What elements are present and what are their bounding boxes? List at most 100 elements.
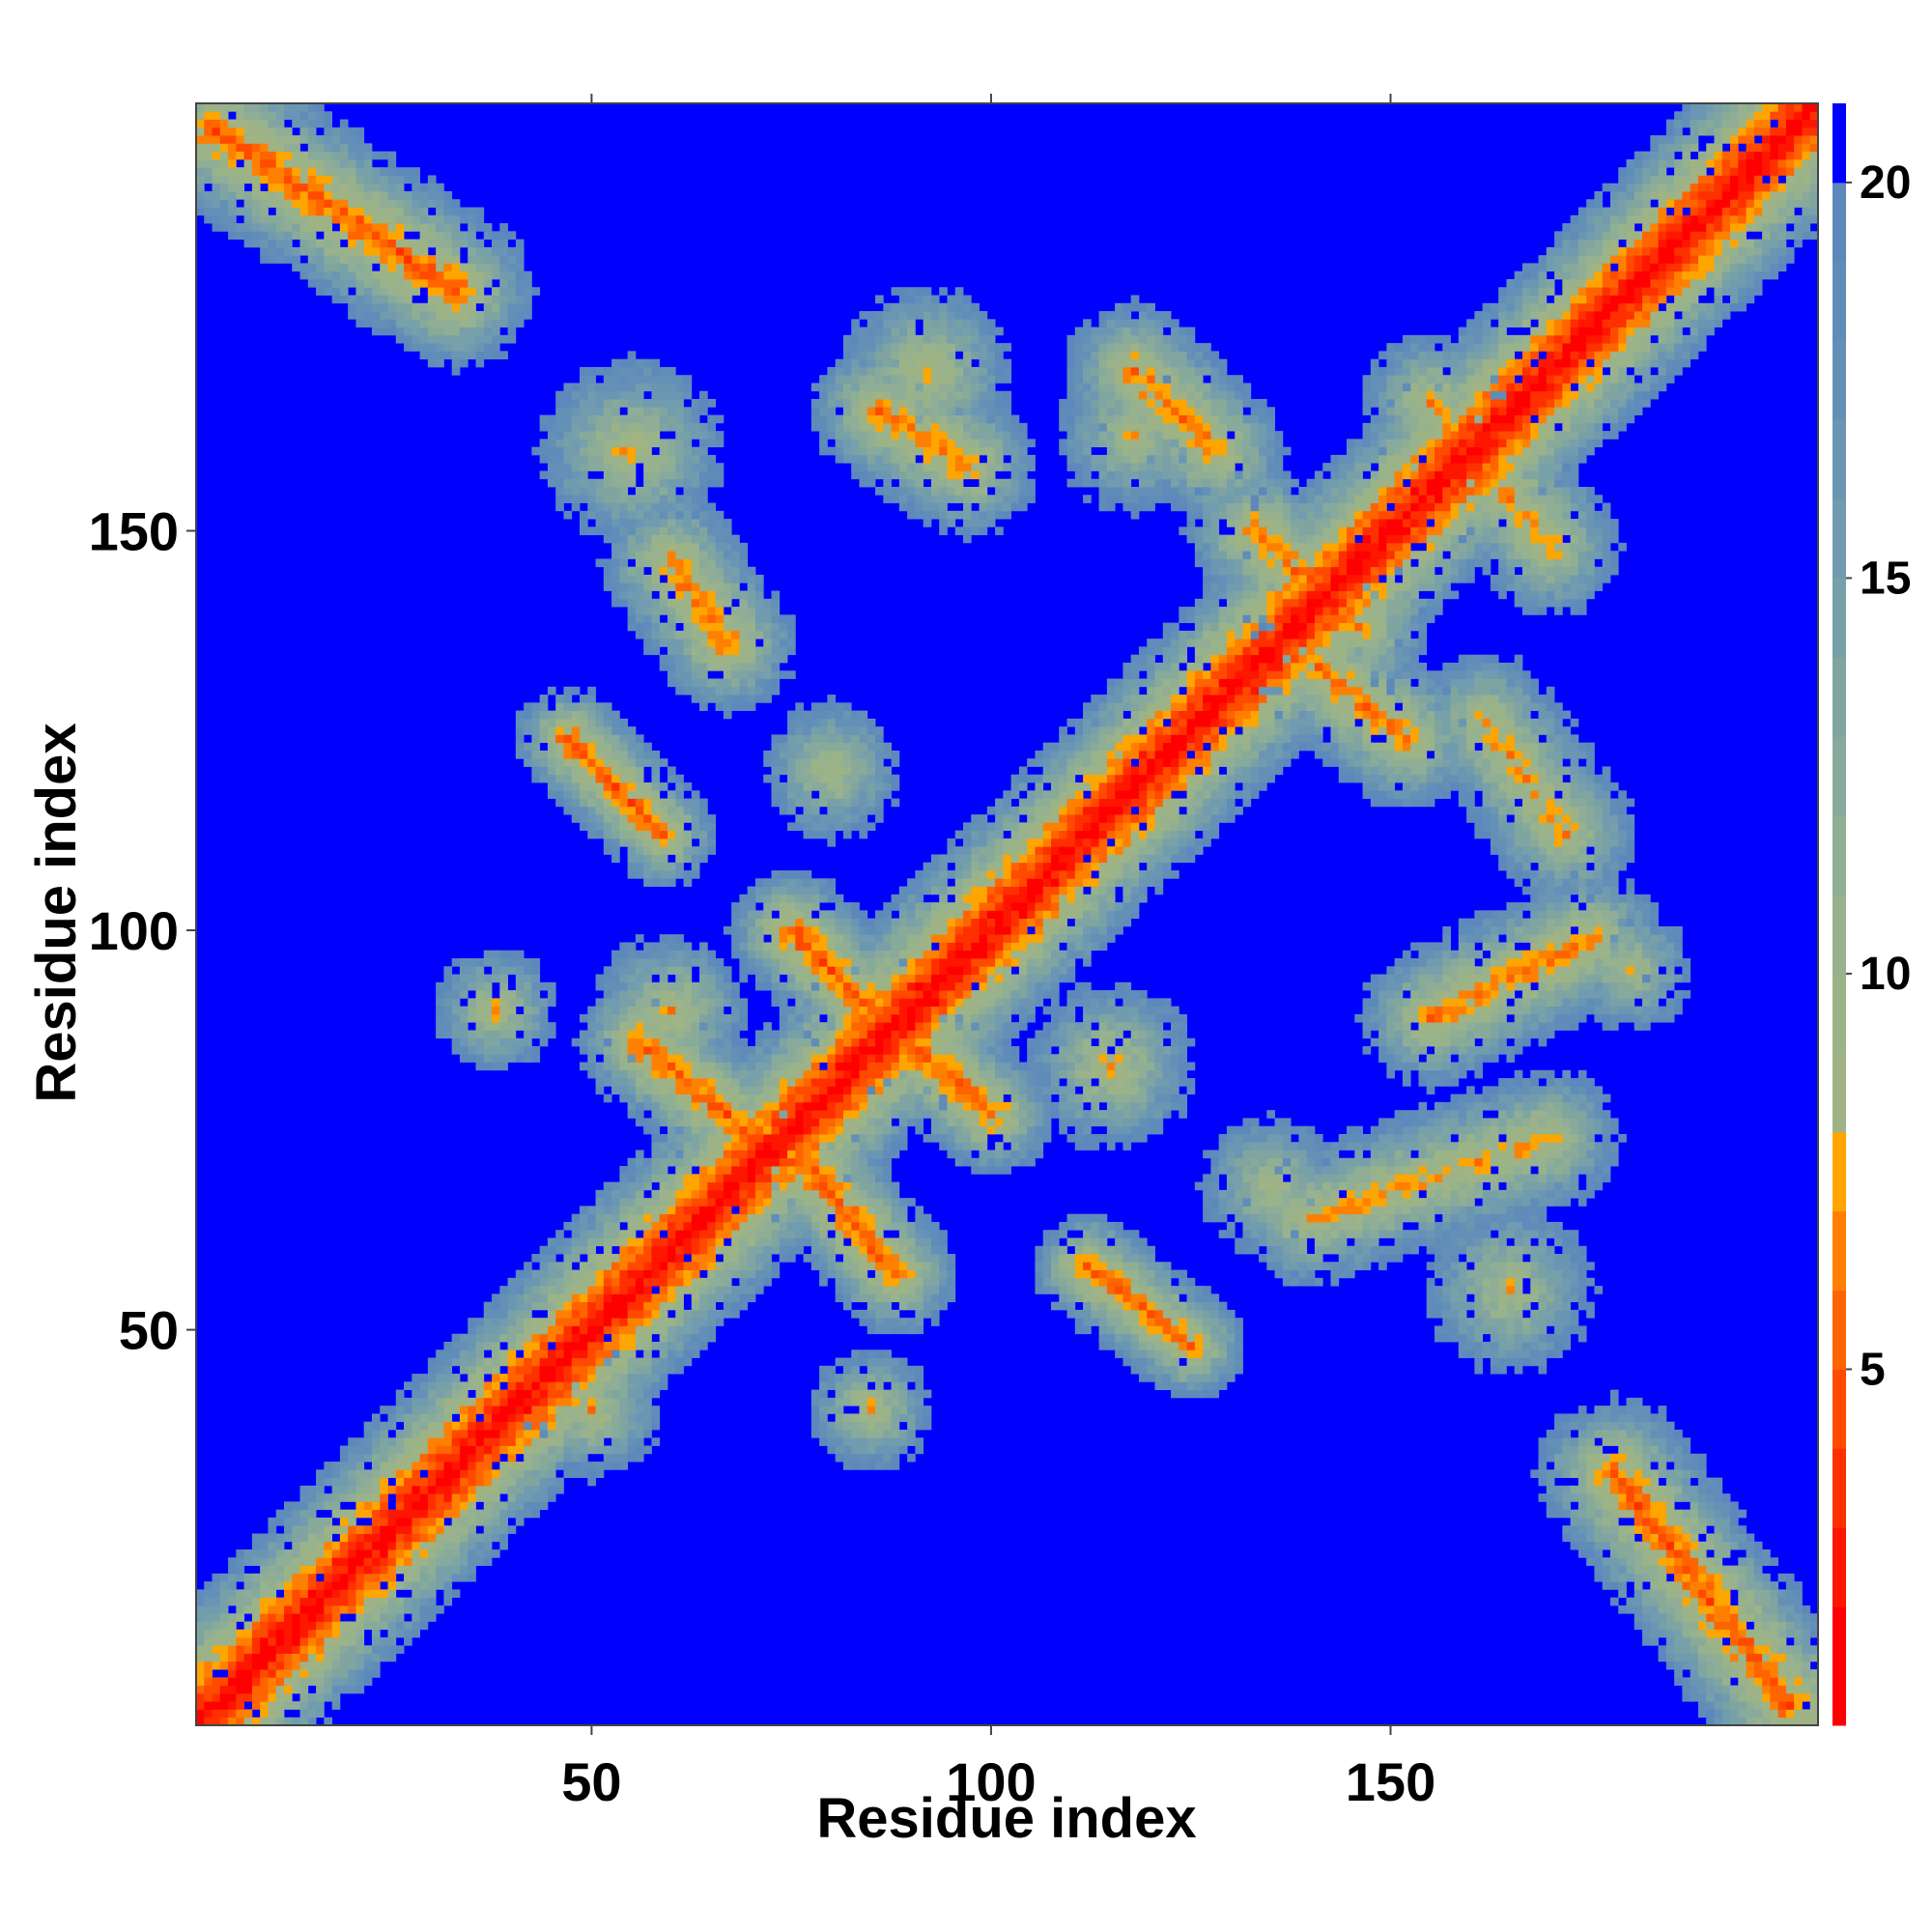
heatmap-cell — [1562, 1301, 1571, 1311]
heatmap-cell — [779, 1078, 788, 1087]
heatmap-cell — [1577, 1086, 1587, 1094]
heatmap-cell — [1378, 1150, 1387, 1159]
heatmap-cell — [1386, 1069, 1396, 1079]
heatmap-cell — [580, 1374, 588, 1382]
heatmap-cell — [667, 1142, 676, 1151]
heatmap-cell — [1394, 1037, 1404, 1047]
heatmap-cell — [723, 1133, 732, 1143]
heatmap-cell — [571, 1397, 581, 1406]
heatmap-cell — [251, 1637, 261, 1646]
heatmap-cell — [1738, 1621, 1747, 1631]
heatmap-cell — [1634, 1621, 1643, 1631]
heatmap-cell — [1091, 1110, 1100, 1119]
heatmap-cell — [1235, 1237, 1252, 1247]
heatmap-cell — [443, 1541, 461, 1550]
heatmap-cell — [1618, 1557, 1627, 1566]
heatmap-cell — [236, 1653, 245, 1662]
heatmap-cell — [883, 1189, 892, 1199]
heatmap-cell — [1697, 1613, 1707, 1622]
heatmap-cell — [1186, 1277, 1196, 1287]
heatmap-cell — [1546, 1509, 1563, 1519]
heatmap-cell — [795, 1166, 812, 1175]
heatmap-cell — [355, 1437, 365, 1446]
heatmap-cell — [1186, 1293, 1196, 1303]
heatmap-cell — [1106, 1221, 1116, 1231]
heatmap-cell — [419, 1581, 429, 1590]
heatmap-cell — [395, 1613, 405, 1622]
heatmap-cell — [459, 1477, 469, 1487]
heatmap-cell — [627, 1006, 644, 1015]
heatmap-cell — [1194, 1333, 1204, 1343]
heatmap-cell — [228, 1669, 237, 1678]
heatmap-cell — [1266, 1206, 1284, 1215]
heatmap-cell — [683, 1142, 693, 1151]
heatmap-cell — [331, 1669, 349, 1678]
heatmap-cell — [1059, 1125, 1067, 1135]
heatmap-cell — [643, 1174, 652, 1182]
heatmap-cell — [875, 1054, 884, 1063]
heatmap-cell — [404, 1597, 412, 1606]
heatmap-cell — [1794, 1613, 1803, 1622]
heatmap-cell — [667, 1037, 676, 1047]
heatmap-cell — [1027, 1045, 1036, 1055]
heatmap-cell — [1194, 1342, 1204, 1350]
heatmap-cell — [627, 1086, 637, 1094]
heatmap-cell — [930, 1062, 948, 1071]
heatmap-cell — [1042, 1054, 1052, 1063]
heatmap-cell — [1083, 1318, 1100, 1326]
heatmap-cell — [1226, 1189, 1236, 1199]
heatmap-cell — [299, 1661, 325, 1670]
heatmap-cell — [1050, 1078, 1060, 1087]
heatmap-cell — [348, 1533, 356, 1543]
heatmap-cell — [731, 1189, 740, 1199]
heatmap-cell — [1577, 1437, 1587, 1446]
heatmap-cell — [898, 1230, 908, 1238]
heatmap-cell — [1642, 1469, 1651, 1478]
heatmap-cell — [795, 1069, 804, 1079]
heatmap-cell — [1226, 1166, 1236, 1175]
heatmap-cell — [1506, 1350, 1531, 1358]
heatmap-cell — [387, 1565, 397, 1575]
heatmap-cell — [1738, 1677, 1747, 1687]
heatmap-cell — [1538, 1462, 1548, 1470]
heatmap-cell — [547, 1325, 564, 1335]
heatmap-cell — [1650, 1517, 1659, 1526]
heatmap-cell — [412, 1525, 420, 1534]
heatmap-cell — [675, 1101, 684, 1111]
heatmap-cell — [1370, 1206, 1387, 1215]
heatmap-cell — [611, 1062, 620, 1071]
heatmap-cell — [723, 1069, 732, 1079]
heatmap-cell — [1115, 1221, 1123, 1231]
heatmap-cell — [236, 1589, 245, 1599]
heatmap-cell — [867, 1013, 876, 1023]
heatmap-cell — [492, 1350, 500, 1358]
heatmap-cell — [1514, 1166, 1523, 1175]
heatmap-cell — [1498, 1325, 1507, 1335]
heatmap-cell — [635, 1365, 652, 1375]
heatmap-cell — [1274, 1118, 1292, 1127]
heatmap-cell — [1074, 1133, 1084, 1143]
heatmap-cell — [1091, 1069, 1100, 1079]
heatmap-cell — [1714, 1637, 1723, 1646]
heatmap-cell — [1482, 1286, 1499, 1294]
heatmap-cell — [619, 1206, 629, 1215]
heatmap-cell — [1602, 1174, 1611, 1182]
heatmap-cell — [627, 1166, 637, 1175]
heatmap-cell — [659, 1374, 668, 1382]
heatmap-cell — [842, 1277, 852, 1287]
heatmap-cell — [515, 1413, 525, 1423]
heatmap-cell — [875, 1325, 892, 1335]
heatmap-cell — [1506, 1333, 1516, 1343]
heatmap-cell — [1050, 1037, 1067, 1047]
heatmap-cell — [883, 1453, 892, 1463]
heatmap-cell — [1506, 1189, 1523, 1199]
heatmap-cell — [1450, 1221, 1460, 1231]
heatmap-cell — [1697, 1701, 1707, 1710]
heatmap-cell — [659, 1110, 668, 1119]
heatmap-cell — [1402, 1110, 1419, 1119]
heatmap-cell — [1171, 1078, 1179, 1087]
heatmap-cell — [1474, 1262, 1492, 1270]
heatmap-cell — [499, 1389, 508, 1399]
heatmap-cell — [851, 1397, 860, 1406]
heatmap-cell — [1690, 1597, 1699, 1606]
